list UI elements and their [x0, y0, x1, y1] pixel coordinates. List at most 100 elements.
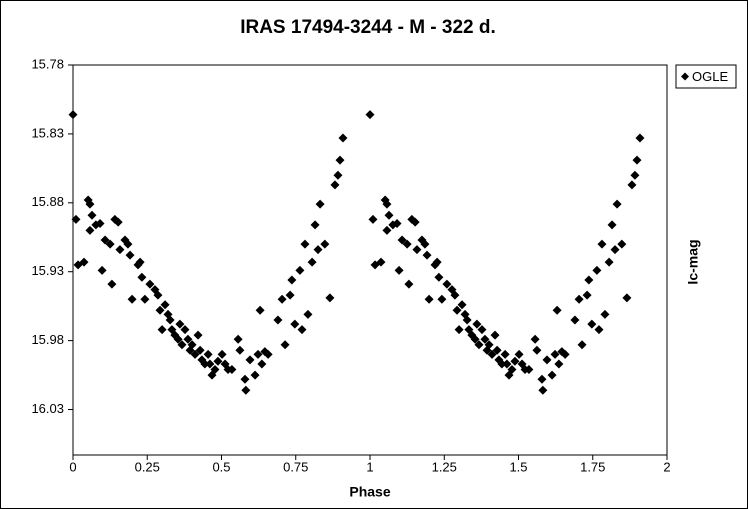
y-tick-label: 15.83: [31, 125, 64, 140]
data-point: [105, 239, 115, 249]
data-point: [320, 239, 330, 249]
data-point: [175, 319, 185, 329]
x-tick-label: 0.5: [212, 459, 230, 474]
data-point: [412, 245, 422, 255]
data-point: [330, 180, 340, 190]
y-axis-title: Ic-mag: [685, 239, 701, 284]
data-point: [457, 300, 467, 310]
data-point: [397, 235, 407, 245]
data-point: [333, 170, 343, 180]
data-point: [582, 290, 592, 300]
data-point: [285, 290, 295, 300]
data-point: [542, 355, 552, 365]
data-point: [530, 334, 540, 344]
data-point: [510, 356, 520, 366]
data-point: [245, 355, 255, 365]
data-point: [402, 239, 412, 249]
data-point: [233, 334, 243, 344]
data-point: [630, 170, 640, 180]
x-tick-label: 0.75: [283, 459, 308, 474]
data-point: [315, 199, 325, 209]
data-point: [277, 294, 287, 304]
data-point: [604, 257, 614, 267]
x-tick-label: 0: [69, 459, 76, 474]
data-point: [484, 340, 494, 350]
data-point: [600, 309, 610, 319]
data-point: [107, 279, 117, 289]
y-tick-label: 15.98: [31, 332, 64, 347]
data-point: [160, 300, 170, 310]
data-point: [241, 385, 251, 395]
data-point: [145, 279, 155, 289]
x-tick-label: 1: [366, 459, 373, 474]
data-point: [303, 309, 313, 319]
data-point: [632, 155, 642, 165]
data-point: [200, 359, 210, 369]
data-point: [532, 345, 542, 355]
data-point: [295, 265, 305, 275]
x-axis-title: Phase: [349, 484, 390, 500]
data-point: [472, 319, 482, 329]
data-point: [125, 250, 135, 260]
data-point: [584, 275, 594, 285]
data-point: [140, 294, 150, 304]
data-point: [382, 225, 392, 235]
data-point: [180, 325, 190, 335]
data-point: [87, 210, 97, 220]
data-point: [153, 290, 163, 300]
data-point: [173, 334, 183, 344]
x-tick-label: 1.25: [432, 459, 457, 474]
y-tick-label: 15.78: [31, 56, 64, 71]
data-point: [394, 265, 404, 275]
data-point: [450, 290, 460, 300]
x-tick-label: 2: [663, 459, 670, 474]
data-point: [177, 340, 187, 350]
data-point: [422, 250, 432, 260]
data-point: [240, 374, 250, 384]
data-point: [97, 265, 107, 275]
data-point: [183, 334, 193, 344]
data-point: [338, 133, 348, 143]
data-point: [217, 349, 227, 359]
data-point: [420, 239, 430, 249]
data-point: [442, 279, 452, 289]
data-point: [480, 334, 490, 344]
x-tick-label: 1.75: [580, 459, 605, 474]
data-point: [538, 385, 548, 395]
data-point: [253, 349, 263, 359]
data-point: [250, 370, 260, 380]
data-point: [213, 356, 223, 366]
data-point: [550, 349, 560, 359]
data-point: [554, 359, 564, 369]
data-point: [514, 349, 524, 359]
data-point: [392, 218, 402, 228]
x-tick-label: 0.25: [135, 459, 160, 474]
data-point: [384, 210, 394, 220]
data-point: [297, 325, 307, 335]
data-point: [187, 340, 197, 350]
data-point: [492, 345, 502, 355]
legend-marker: [681, 72, 689, 81]
data-point: [434, 272, 444, 282]
data-point: [227, 365, 237, 375]
data-point: [437, 294, 447, 304]
data-point: [607, 220, 617, 230]
data-point: [577, 340, 587, 350]
data-point: [71, 214, 81, 224]
data-point: [280, 340, 290, 350]
data-point: [120, 235, 130, 245]
data-point: [382, 199, 392, 209]
data-point: [127, 294, 137, 304]
data-point: [502, 359, 512, 369]
data-point: [376, 257, 386, 267]
data-point: [627, 180, 637, 190]
legend-box: [675, 64, 737, 89]
data-point: [307, 257, 317, 267]
x-tick-label: 1.5: [509, 459, 527, 474]
data-point: [477, 325, 487, 335]
data-point: [325, 293, 335, 303]
data-point: [432, 257, 442, 267]
data-point: [404, 279, 414, 289]
data-point: [210, 365, 220, 375]
data-point: [635, 133, 645, 143]
